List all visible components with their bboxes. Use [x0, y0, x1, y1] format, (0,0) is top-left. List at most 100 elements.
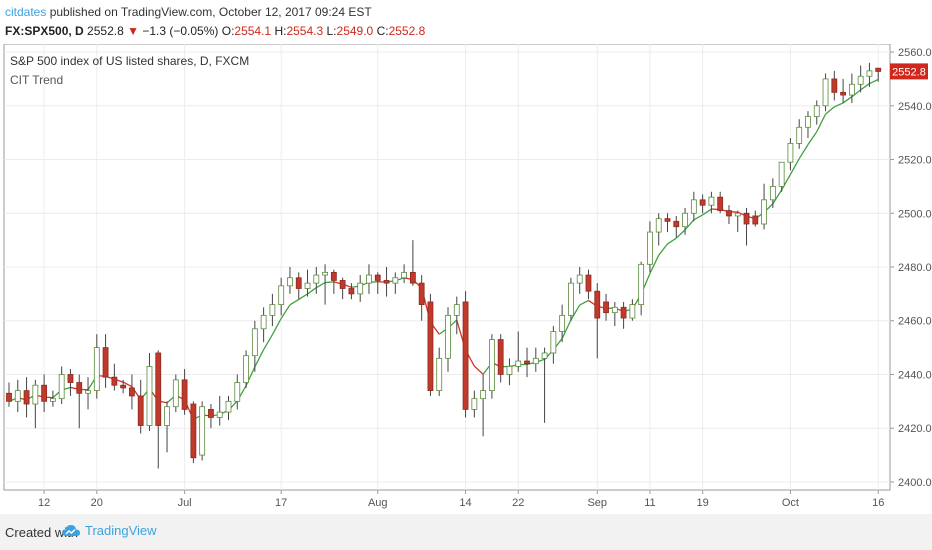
candle-body	[550, 331, 557, 354]
candle	[67, 369, 74, 396]
trend-segment	[807, 131, 818, 146]
trend-segment	[289, 298, 300, 306]
candle	[752, 210, 759, 227]
candle-body	[251, 328, 258, 357]
last-price-tag	[890, 63, 928, 80]
candle-body	[427, 301, 434, 391]
candle	[409, 240, 416, 286]
x-tick-label: 11	[644, 497, 655, 509]
candle	[585, 269, 592, 300]
trend-segment	[325, 281, 334, 284]
candle	[541, 347, 548, 423]
candle-body	[348, 288, 355, 295]
candle	[199, 401, 206, 461]
candle-body	[673, 220, 680, 228]
indicator-name: CIT Trend	[10, 73, 63, 87]
candle	[787, 138, 794, 171]
candle-body	[330, 271, 337, 281]
trend-segment	[649, 254, 660, 274]
candle	[93, 334, 100, 399]
y-tick-label: 2440.0	[898, 369, 932, 381]
candle	[129, 374, 135, 410]
candle-body	[409, 271, 416, 284]
y-tick-label: 2560.0	[898, 47, 932, 59]
candle-body	[480, 390, 487, 400]
candle	[743, 207, 750, 246]
candle	[831, 70, 838, 101]
candle-body	[41, 384, 48, 402]
grid	[4, 44, 890, 490]
candle	[260, 307, 267, 343]
x-tick-label: 22	[512, 497, 524, 509]
candle	[532, 347, 539, 372]
trend-segment	[675, 229, 686, 239]
candle-body	[102, 347, 109, 378]
price-change: −1.3 (−0.05%)	[142, 24, 219, 38]
candle	[576, 267, 583, 294]
candle-body	[199, 406, 206, 456]
candle-body	[269, 304, 276, 316]
candle	[111, 363, 118, 391]
symbol-label[interactable]: FX:SPX500, D	[5, 24, 84, 38]
candle	[550, 326, 557, 364]
trend-segment	[702, 208, 712, 216]
tradingview-logo[interactable]: TradingView	[62, 523, 157, 538]
candle	[734, 210, 741, 233]
candle	[32, 379, 39, 429]
candle-body	[699, 199, 706, 206]
candle-body	[111, 376, 118, 386]
candle	[295, 272, 302, 300]
trend-segment	[298, 293, 308, 300]
candle	[339, 277, 346, 300]
candle-body	[383, 280, 390, 284]
candle	[120, 379, 127, 394]
candle	[515, 331, 522, 372]
candle-body	[181, 379, 188, 410]
author-link[interactable]: citdates	[5, 5, 47, 19]
candle-body	[287, 277, 293, 287]
candle-body	[357, 282, 364, 295]
open-label: O:	[221, 24, 235, 38]
candle-body	[559, 314, 566, 332]
candle-body	[743, 212, 750, 225]
candle-body	[541, 352, 548, 359]
candle	[796, 119, 803, 149]
candle-body	[401, 271, 408, 279]
brand-name: TradingView	[85, 523, 157, 538]
candle	[805, 111, 811, 139]
candle	[682, 207, 688, 235]
candle-body	[445, 314, 451, 359]
footer: Created with TradingView	[0, 514, 932, 550]
candle-body	[787, 143, 794, 163]
trend-segment	[658, 243, 669, 256]
candle-body	[497, 339, 504, 375]
candle-body	[734, 212, 741, 217]
candle-body	[831, 78, 838, 93]
candle	[594, 283, 601, 359]
candle	[857, 65, 864, 93]
high-label: H:	[274, 24, 287, 38]
candle-body	[374, 274, 381, 281]
candle-body	[471, 398, 478, 410]
candle	[278, 277, 285, 316]
candle	[392, 272, 399, 294]
open-value: 2554.1	[234, 24, 272, 38]
candle-body	[137, 395, 144, 426]
candle	[568, 277, 574, 321]
candle-body	[603, 301, 609, 314]
candle	[524, 347, 530, 378]
candle	[726, 205, 732, 225]
candle	[251, 320, 258, 372]
trend-segment	[693, 214, 703, 221]
trend-segment	[263, 334, 273, 351]
candle-body	[611, 306, 618, 314]
time-axis[interactable]: 12 20 Jul 17 Aug 14 22 Sep 11 19 Oct 16	[38, 490, 884, 509]
price-chart[interactable]: 2400.0 2420.0 2440.0 2460.0 2480.0 2500.0 2520…	[0, 44, 932, 514]
candle	[164, 401, 170, 453]
price-axis[interactable]: 2400.0 2420.0 2440.0 2460.0 2480.0 2500.0 2520…	[890, 47, 932, 489]
y-tick-label: 2500.0	[898, 208, 932, 220]
candle-body	[857, 75, 864, 85]
candle	[76, 374, 83, 429]
candle-body	[620, 306, 627, 319]
candle-body	[366, 274, 372, 284]
